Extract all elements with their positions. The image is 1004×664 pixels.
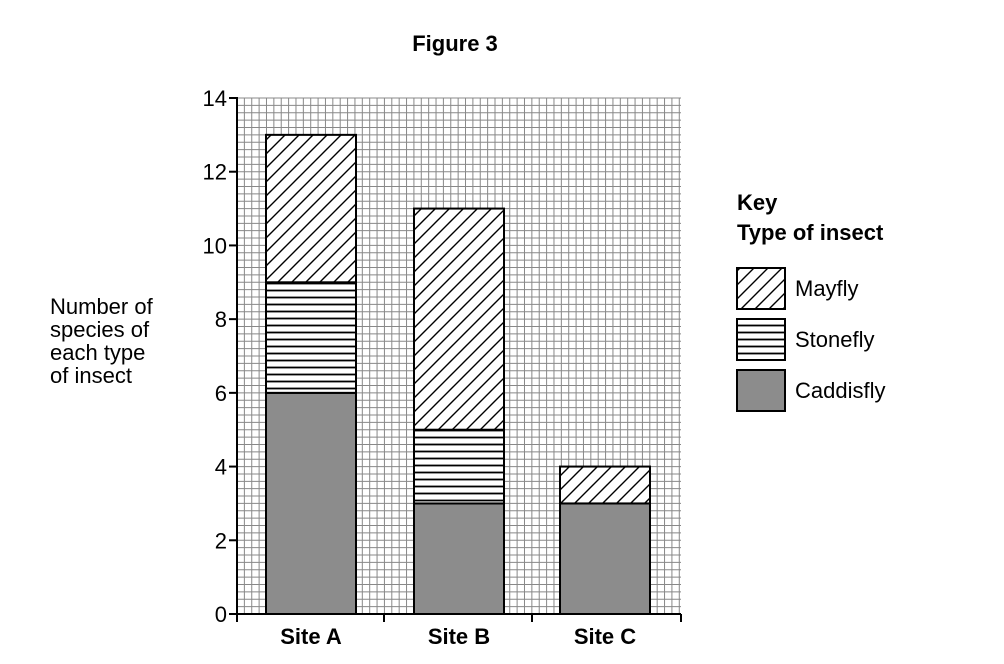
bar-segment-caddisfly bbox=[413, 502, 505, 615]
legend-label: Stonefly bbox=[795, 327, 875, 352]
y-tick-label: 4 bbox=[215, 455, 227, 480]
bar-segment-stonefly bbox=[265, 281, 357, 394]
y-tick-label: 2 bbox=[215, 528, 227, 553]
x-tick-label: Site B bbox=[428, 624, 490, 649]
x-tick-label: Site C bbox=[574, 624, 636, 649]
legend-title: Type of insect bbox=[737, 220, 884, 245]
y-axis-label-line: each type bbox=[50, 340, 146, 365]
legend-swatch-mayfly bbox=[736, 267, 786, 310]
y-axis-label-line: species of bbox=[50, 317, 150, 342]
legend-title: Key bbox=[737, 190, 778, 215]
bar-segment-mayfly bbox=[413, 207, 505, 431]
y-axis-label: Number of species of each type of insect bbox=[50, 295, 190, 387]
legend-label: Mayfly bbox=[795, 276, 859, 301]
bar-segment-mayfly bbox=[559, 465, 651, 505]
y-tick-label: 6 bbox=[215, 381, 227, 406]
y-axis-label-line: of insect bbox=[50, 363, 132, 388]
y-axis-label-line: Number of bbox=[50, 294, 153, 319]
legend-label: Caddisfly bbox=[795, 378, 885, 403]
bar-segment-caddisfly bbox=[265, 391, 357, 615]
legend: Key Type of insect Mayfly Stonefly Caddisfly bbox=[736, 190, 885, 412]
y-tick-label: 14 bbox=[203, 86, 227, 111]
y-tick-label: 10 bbox=[203, 233, 227, 258]
y-tick-label: 12 bbox=[203, 160, 227, 185]
axes: 0 2 4 6 8 10 12 14 Site A Site B Site C bbox=[203, 86, 682, 649]
chart-title: Figure 3 bbox=[412, 31, 498, 56]
legend-swatch-stonefly bbox=[736, 318, 786, 361]
bar-segment-mayfly bbox=[265, 133, 357, 284]
bar-segment-stonefly bbox=[413, 428, 505, 505]
bars bbox=[265, 133, 651, 615]
x-tick-label: Site A bbox=[280, 624, 342, 649]
y-tick-label: 0 bbox=[215, 602, 227, 627]
legend-swatch-caddisfly bbox=[736, 369, 786, 412]
bar-segment-caddisfly bbox=[559, 502, 651, 615]
y-tick-label: 8 bbox=[215, 307, 227, 332]
